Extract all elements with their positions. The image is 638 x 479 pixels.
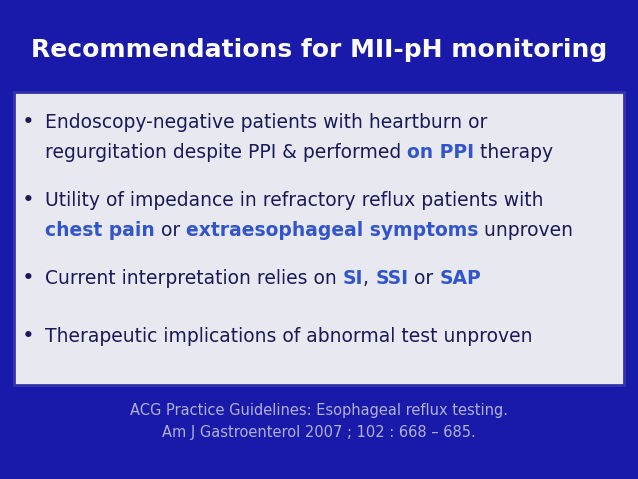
Text: SAP: SAP — [440, 269, 482, 287]
Text: •: • — [22, 190, 34, 210]
Text: on PPI: on PPI — [407, 142, 475, 161]
Text: Therapeutic implications of abnormal test unproven: Therapeutic implications of abnormal tes… — [45, 327, 533, 345]
Text: therapy: therapy — [475, 142, 554, 161]
Text: unproven: unproven — [478, 220, 574, 240]
Text: or: or — [155, 220, 186, 240]
Text: or: or — [408, 269, 440, 287]
Text: •: • — [22, 326, 34, 346]
Text: SI: SI — [343, 269, 363, 287]
Text: Endoscopy-negative patients with heartburn or: Endoscopy-negative patients with heartbu… — [45, 113, 487, 132]
Text: •: • — [22, 268, 34, 288]
Text: extraesophageal symptoms: extraesophageal symptoms — [186, 220, 478, 240]
Text: ACG Practice Guidelines: Esophageal reflux testing.: ACG Practice Guidelines: Esophageal refl… — [130, 402, 508, 418]
Text: chest pain: chest pain — [45, 220, 155, 240]
Text: Am J Gastroenterol 2007 ; 102 : 668 – 685.: Am J Gastroenterol 2007 ; 102 : 668 – 68… — [162, 424, 476, 440]
Text: SSI: SSI — [375, 269, 408, 287]
Bar — [14, 92, 624, 385]
Text: Recommendations for MII-pH monitoring: Recommendations for MII-pH monitoring — [31, 38, 607, 62]
Text: Current interpretation relies on: Current interpretation relies on — [45, 269, 343, 287]
Text: regurgitation despite PPI & performed: regurgitation despite PPI & performed — [45, 142, 407, 161]
Text: Utility of impedance in refractory reflux patients with: Utility of impedance in refractory reflu… — [45, 191, 544, 209]
Text: •: • — [22, 112, 34, 132]
Text: ,: , — [363, 269, 375, 287]
